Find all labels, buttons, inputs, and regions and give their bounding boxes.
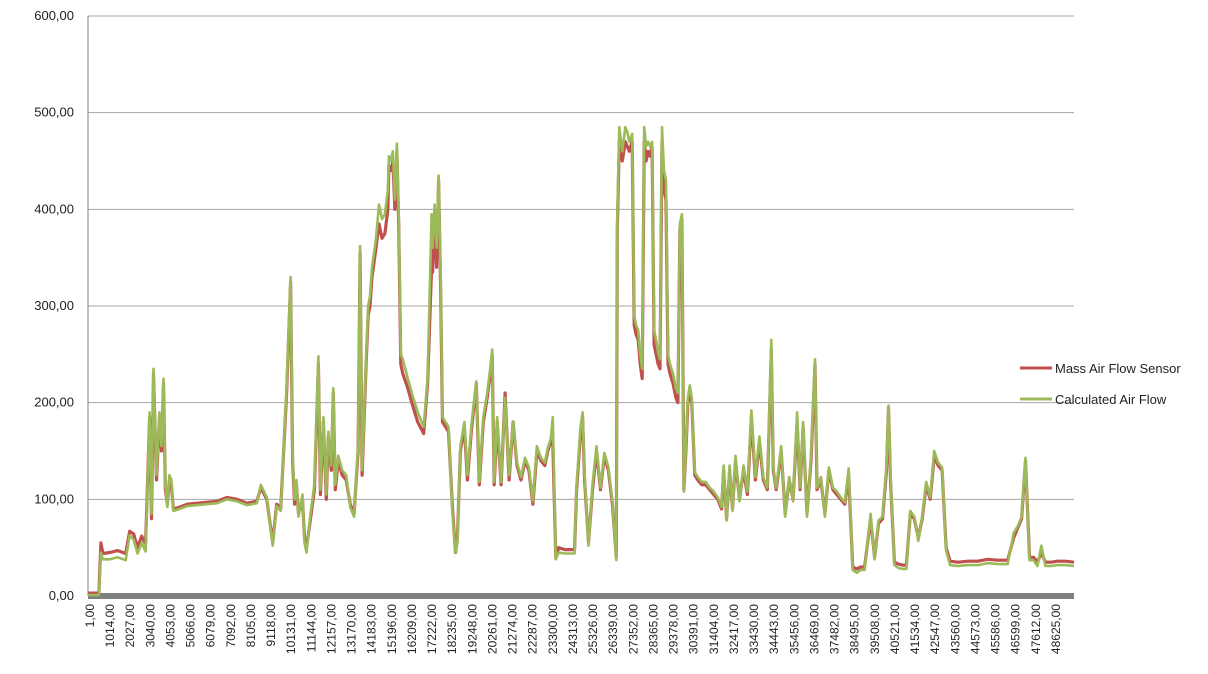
x-tick-label: 4053,00 — [163, 604, 177, 648]
x-tick-label: 24313,00 — [566, 604, 580, 654]
y-tick-label: 0,00 — [49, 588, 74, 603]
x-tick-label: 34443,00 — [767, 604, 781, 654]
gridlines — [88, 15, 1074, 500]
y-tick-label: 400,00 — [34, 201, 74, 216]
x-tick-label: 46599,00 — [1009, 604, 1023, 654]
x-tick-label: 43560,00 — [948, 604, 962, 654]
series-calculated-air-flow — [88, 125, 1075, 597]
x-tick-label: 5066,00 — [184, 604, 198, 648]
x-tick-label: 3040,00 — [143, 604, 157, 648]
x-tick-label: 21274,00 — [506, 604, 520, 654]
y-tick-label: 600,00 — [34, 8, 74, 23]
x-tick-label: 22287,00 — [526, 604, 540, 654]
x-tick-label: 25326,00 — [586, 604, 600, 654]
x-tick-label: 41534,00 — [908, 604, 922, 654]
x-tick-label: 17222,00 — [425, 604, 439, 654]
x-tick-label: 20261,00 — [485, 604, 499, 654]
x-tick-label: 1,00 — [83, 604, 97, 628]
x-tick-label: 16209,00 — [405, 604, 419, 654]
x-tick-label: 18235,00 — [445, 604, 459, 654]
x-axis-tick-labels: 1,00 1014,00 2027,00 3040,00 4053,00 5066,00 6… — [83, 604, 1063, 654]
y-tick-label: 500,00 — [34, 105, 74, 120]
y-tick-label: 200,00 — [34, 395, 74, 410]
y-tick-label: 300,00 — [34, 298, 74, 313]
legend-label: Calculated Air Flow — [1055, 392, 1167, 407]
x-tick-label: 7092,00 — [224, 604, 238, 648]
x-tick-label: 35456,00 — [787, 604, 801, 654]
x-tick-label: 15196,00 — [385, 604, 399, 654]
x-tick-label: 13170,00 — [345, 604, 359, 654]
x-tick-label: 31404,00 — [707, 604, 721, 654]
x-tick-label: 44573,00 — [968, 604, 982, 654]
x-tick-label: 33430,00 — [747, 604, 761, 654]
x-tick-label: 36469,00 — [807, 604, 821, 654]
x-tick-label: 8105,00 — [244, 604, 258, 648]
x-tick-label: 14183,00 — [365, 604, 379, 654]
x-tick-label: 2027,00 — [123, 604, 137, 648]
x-tick-label: 12157,00 — [324, 604, 338, 654]
x-tick-label: 38495,00 — [848, 604, 862, 654]
legend: Mass Air Flow Sensor Calculated Air Flow — [1020, 361, 1181, 407]
x-tick-label: 32417,00 — [727, 604, 741, 654]
x-tick-label: 30391,00 — [687, 604, 701, 654]
x-tick-label: 29378,00 — [667, 604, 681, 654]
y-axis-tick-labels: 0,00 100,00 200,00 300,00 400,00 500,00 600,00 — [34, 8, 74, 603]
x-tick-label: 26339,00 — [606, 604, 620, 654]
x-tick-label: 45586,00 — [989, 604, 1003, 654]
x-tick-label: 10131,00 — [284, 604, 298, 654]
x-tick-label: 6079,00 — [204, 604, 218, 648]
x-tick-label: 23300,00 — [546, 604, 560, 654]
x-tick-label: 37482,00 — [828, 604, 842, 654]
x-tick-label: 40521,00 — [888, 604, 902, 654]
x-tick-label: 47612,00 — [1029, 604, 1043, 654]
x-tick-label: 1014,00 — [103, 604, 117, 648]
x-tick-label: 48625,00 — [1049, 604, 1063, 654]
x-tick-label: 39508,00 — [868, 604, 882, 654]
x-tick-label: 28365,00 — [646, 604, 660, 654]
x-tick-label: 42547,00 — [928, 604, 942, 654]
legend-label: Mass Air Flow Sensor — [1055, 361, 1181, 376]
y-tick-label: 100,00 — [34, 491, 74, 506]
series-lines — [88, 125, 1075, 597]
x-tick-label: 19248,00 — [465, 604, 479, 654]
x-tick-label: 11144,00 — [304, 604, 318, 653]
x-tick-label: 27352,00 — [626, 604, 640, 654]
x-tick-label: 9118,00 — [264, 604, 278, 647]
